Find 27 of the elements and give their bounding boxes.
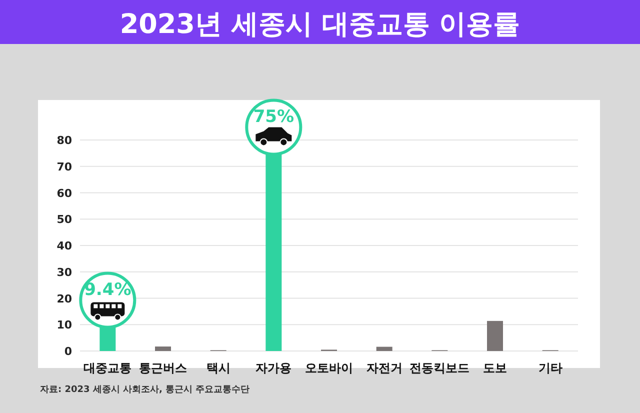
x-tick-label: 기타 bbox=[538, 361, 562, 375]
y-tick-label: 30 bbox=[56, 266, 72, 279]
bar bbox=[487, 320, 503, 351]
data-label: 75% bbox=[253, 107, 294, 128]
x-tick-label: 자전거 bbox=[366, 361, 402, 375]
chart-title: 2023년 세종시 대중교통 이용률 bbox=[120, 9, 520, 40]
y-tick-label: 0 bbox=[64, 345, 72, 358]
x-tick-label: 도보 bbox=[483, 361, 507, 375]
bar bbox=[155, 346, 171, 351]
data-label: 9.4% bbox=[84, 280, 132, 300]
y-tick-label: 80 bbox=[56, 134, 72, 147]
x-tick-label: 택시 bbox=[206, 361, 230, 375]
x-tick-label: 자가용 bbox=[256, 361, 292, 375]
bar bbox=[376, 346, 392, 351]
text: 자료: 2023 세종시 사회조사, 통근시 주요교통수단 bbox=[40, 385, 250, 395]
y-tick-label: 40 bbox=[56, 240, 72, 252]
y-tick-label: 50 bbox=[56, 213, 72, 226]
x-tick-label: 통근버스 bbox=[139, 361, 187, 375]
x-tick-label: 전동킥보드 bbox=[410, 361, 470, 375]
bar bbox=[266, 153, 282, 351]
y-tick-label: 60 bbox=[56, 186, 72, 200]
y-tick-label: 10 bbox=[56, 318, 72, 332]
bar bbox=[100, 326, 116, 351]
y-tick-label: 20 bbox=[56, 292, 72, 306]
x-tick-label: 대중교통 bbox=[84, 361, 132, 375]
x-tick-label: 오토바이 bbox=[305, 361, 353, 375]
y-tick-label: 70 bbox=[56, 160, 72, 174]
